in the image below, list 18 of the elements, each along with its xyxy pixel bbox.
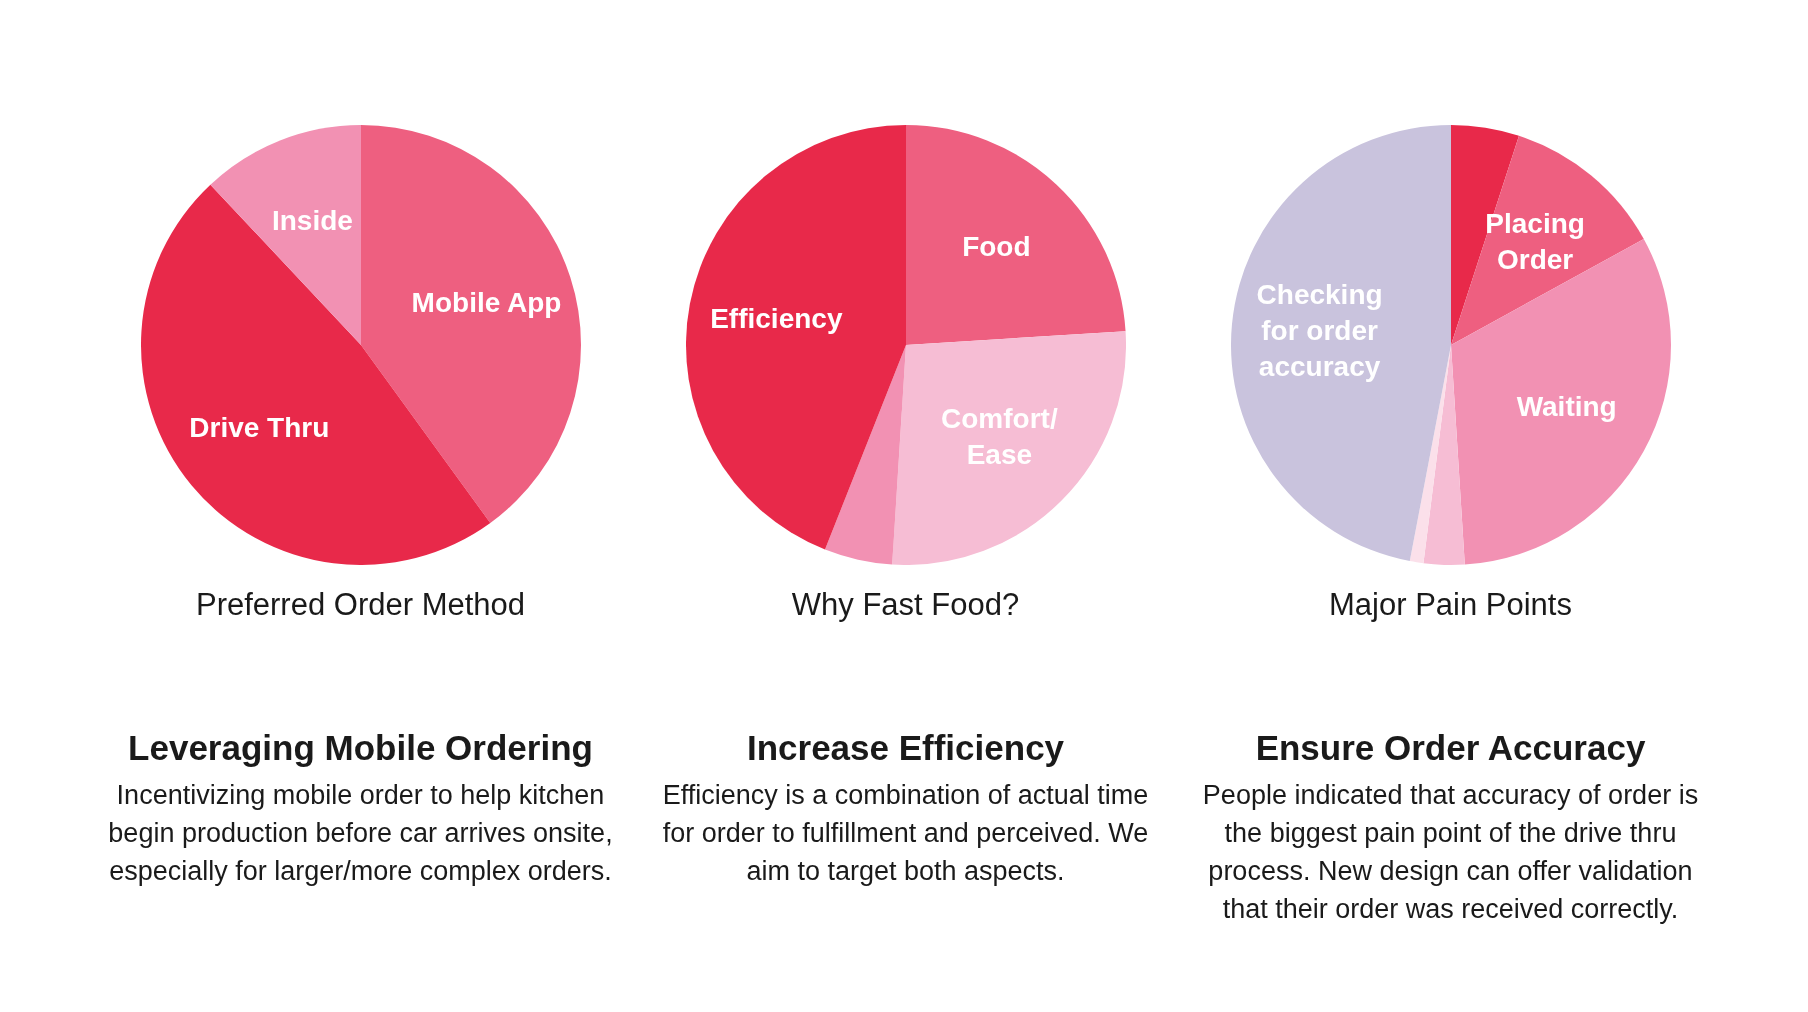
text: Leveraging Mobile Ordering [128,728,593,768]
text: Increase Efficiency [746,728,1065,768]
text: Efficiency is a combination of actual time for order to fulfillment and perceived. We aim to target both aspects. [661,779,1150,888]
slice-label: Checking for order accuracy [1256,279,1383,383]
slice-label: Mobile App [411,286,561,318]
slice-label: Drive Thru [188,411,329,443]
slice-label: Placing Order [1484,208,1585,276]
slice-label: Efficiency [709,302,843,334]
text: People indicated that accuracy of order is the biggest pain point of the drive thru process. New design can offer validation that their order was received correctly. [1201,779,1700,926]
text: Why Fast Food? [791,587,1020,623]
slice-label: Waiting [1516,391,1617,423]
text: Ensure Order Accuracy [1255,728,1646,768]
slice-label: Inside [271,204,353,236]
slice-label: Food [961,231,1031,263]
text: Preferred Order Method [195,587,526,623]
text: Incentivizing mobile order to help kitchen begin production before car arrives onsite, especially for larger/more complex orders. [107,779,614,888]
text: Major Pain Points [1329,587,1572,623]
slice-label: Comfort/ Ease [940,403,1058,471]
